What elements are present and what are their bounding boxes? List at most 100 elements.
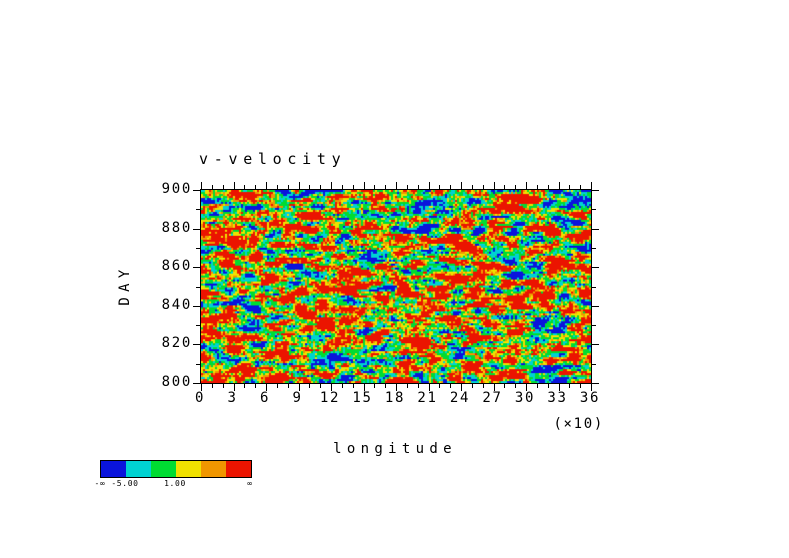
axis-tick [407, 185, 408, 189]
axis-tick [353, 185, 354, 189]
axis-tick [592, 190, 599, 191]
axis-tick [418, 185, 419, 189]
axis-tick [592, 248, 596, 249]
x-tick-label: 27 [482, 390, 503, 406]
axis-tick [569, 384, 570, 388]
axis-tick [288, 384, 289, 388]
axis-tick [559, 384, 560, 391]
axis-tick [309, 384, 310, 388]
axis-tick [255, 384, 256, 388]
axis-tick [591, 182, 592, 189]
x-tick-label: 6 [259, 390, 271, 406]
colorbar-segment [226, 461, 251, 477]
colorbar [100, 460, 252, 478]
axis-tick [592, 344, 599, 345]
axis-tick [277, 185, 278, 189]
axis-tick [255, 185, 256, 189]
axis-tick [548, 384, 549, 388]
axis-tick [193, 344, 200, 345]
axis-tick [342, 384, 343, 388]
axis-tick [320, 185, 321, 189]
y-tick-label: 880 [161, 219, 192, 236]
axis-tick [193, 383, 200, 384]
axis-tick [592, 287, 596, 288]
y-tick-label: 800 [161, 374, 192, 390]
axis-tick [483, 185, 484, 189]
axis-tick [234, 384, 235, 391]
axis-tick [559, 182, 560, 189]
axis-tick [592, 229, 599, 230]
axis-tick [193, 190, 200, 191]
axis-tick [196, 248, 200, 249]
axis-tick [461, 182, 462, 189]
axis-tick [526, 384, 527, 391]
axis-tick [331, 384, 332, 391]
axis-tick [396, 182, 397, 189]
axis-tick [450, 384, 451, 388]
x-tick-label: 0 [194, 390, 206, 406]
axis-tick [472, 185, 473, 189]
axis-tick [580, 384, 581, 388]
x-tick-label: 30 [514, 390, 536, 406]
axis-tick [299, 384, 300, 391]
x-tick-label: 18 [384, 390, 406, 406]
axis-tick [196, 364, 200, 365]
y-tick-label: 860 [161, 258, 192, 275]
axis-tick [429, 182, 430, 189]
axis-tick [196, 325, 200, 326]
colorbar-segment [101, 461, 126, 477]
axis-tick [504, 185, 505, 189]
colorbar-tick-label: -∞ [94, 479, 106, 488]
axis-tick [193, 267, 200, 268]
axis-tick [396, 384, 397, 391]
axis-tick [266, 182, 267, 189]
heatmap-plot-area [193, 182, 599, 391]
axis-tick [504, 384, 505, 388]
axis-tick [429, 384, 430, 391]
axis-tick [244, 185, 245, 189]
x-tick-label: 9 [292, 390, 303, 406]
axis-tick [277, 384, 278, 388]
axis-tick [592, 209, 596, 210]
axis-tick [288, 185, 289, 189]
axis-tick [591, 384, 592, 391]
axis-tick [483, 384, 484, 388]
axis-tick [201, 182, 202, 189]
axis-tick [212, 384, 213, 388]
colorbar-segment [126, 461, 151, 477]
axis-tick [580, 185, 581, 189]
axis-tick [494, 384, 495, 391]
axis-tick [569, 185, 570, 189]
axis-tick [364, 182, 365, 189]
chart-title: v-velocity [199, 150, 347, 168]
colorbar-segment [201, 461, 226, 477]
x-tick-label: 3 [227, 390, 238, 406]
axis-tick [342, 185, 343, 189]
colorbar-tick-label: ∞ [247, 479, 253, 488]
y-axis-label: DAY [117, 264, 133, 306]
axis-tick [299, 182, 300, 189]
axis-tick [450, 185, 451, 189]
axis-tick [385, 384, 386, 388]
x-tick-label: 21 [417, 390, 438, 406]
axis-tick [592, 267, 599, 268]
axis-tick [193, 229, 200, 230]
x-axis-units-label: (×10) [553, 416, 604, 432]
axis-tick [196, 287, 200, 288]
axis-tick [592, 306, 599, 307]
axis-tick [353, 384, 354, 388]
axis-tick [309, 185, 310, 189]
axis-tick [526, 182, 527, 189]
axis-tick [244, 384, 245, 388]
axis-tick [212, 185, 213, 189]
axis-tick [592, 364, 596, 365]
axis-tick [537, 384, 538, 388]
axis-tick [364, 384, 365, 391]
axis-tick [193, 306, 200, 307]
axis-tick [385, 185, 386, 189]
axis-tick [494, 182, 495, 189]
axis-tick [537, 185, 538, 189]
axis-tick [461, 384, 462, 391]
axis-tick [515, 384, 516, 388]
